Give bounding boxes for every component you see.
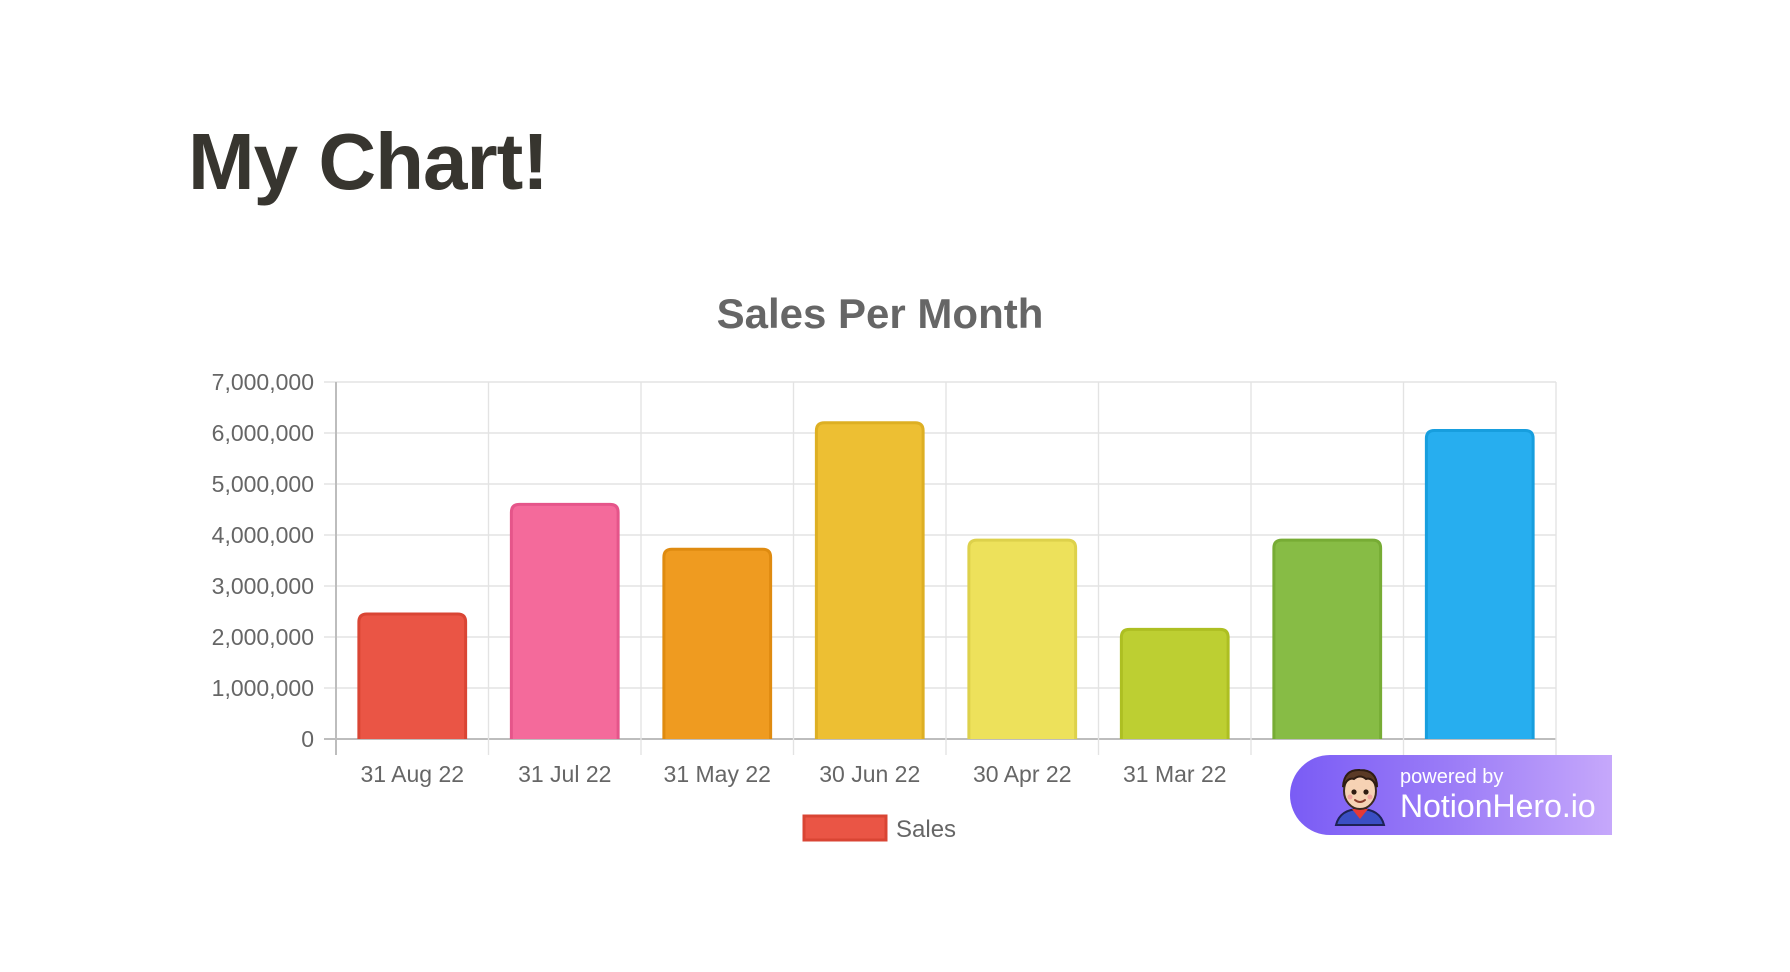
x-tick-label: 31 May 22: [664, 761, 771, 787]
hero-avatar-icon: [1334, 768, 1386, 826]
bars: [357, 421, 1535, 739]
x-tick-label: 30 Jun 22: [819, 761, 920, 787]
y-axis-ticks: 0 1,000,000 2,000,000 3,000,000 4,000,000 5,0…: [212, 369, 314, 752]
badge-brand: NotionHero.io: [1400, 788, 1596, 824]
x-tick-label: 31 Aug 22: [360, 761, 464, 787]
y-tick-label: 0: [301, 726, 314, 752]
page-title: My Chart!: [188, 117, 549, 206]
x-axis-ticks: 31 Aug 22 31 Jul 22 31 May 22 30 Jun 22 30 A…: [360, 761, 1340, 787]
badge-text: powered by NotionHero.io: [1400, 766, 1596, 824]
y-tick-label: 4,000,000: [212, 522, 314, 548]
x-tick-label: 31 Jul 22: [518, 761, 611, 787]
chart-title: Sales Per Month: [717, 290, 1044, 337]
chart-legend[interactable]: Sales: [802, 814, 956, 843]
bar-3[interactable]: [814, 421, 925, 739]
y-tick-label: 7,000,000: [212, 369, 314, 395]
bar-2[interactable]: [662, 547, 773, 739]
y-tick-label: 3,000,000: [212, 573, 314, 599]
legend-swatch-sales[interactable]: [802, 814, 888, 842]
bar-4[interactable]: [967, 538, 1078, 739]
x-tick-label: 30 Apr 22: [973, 761, 1071, 787]
y-tick-label: 5,000,000: [212, 471, 314, 497]
legend-label-sales[interactable]: Sales: [896, 816, 956, 843]
bar-6[interactable]: [1272, 538, 1383, 739]
x-tick-label: 31 Mar 22: [1123, 761, 1227, 787]
notionhero-badge[interactable]: powered by NotionHero.io: [1290, 755, 1612, 835]
y-tick-label: 1,000,000: [212, 675, 314, 701]
bar-1[interactable]: [509, 502, 620, 739]
y-tick-label: 6,000,000: [212, 420, 314, 446]
y-tick-label: 2,000,000: [212, 624, 314, 650]
bar-0[interactable]: [357, 612, 468, 739]
bar-5[interactable]: [1119, 627, 1230, 739]
badge-powered-by: powered by: [1400, 766, 1504, 788]
bar-7[interactable]: [1424, 428, 1535, 739]
